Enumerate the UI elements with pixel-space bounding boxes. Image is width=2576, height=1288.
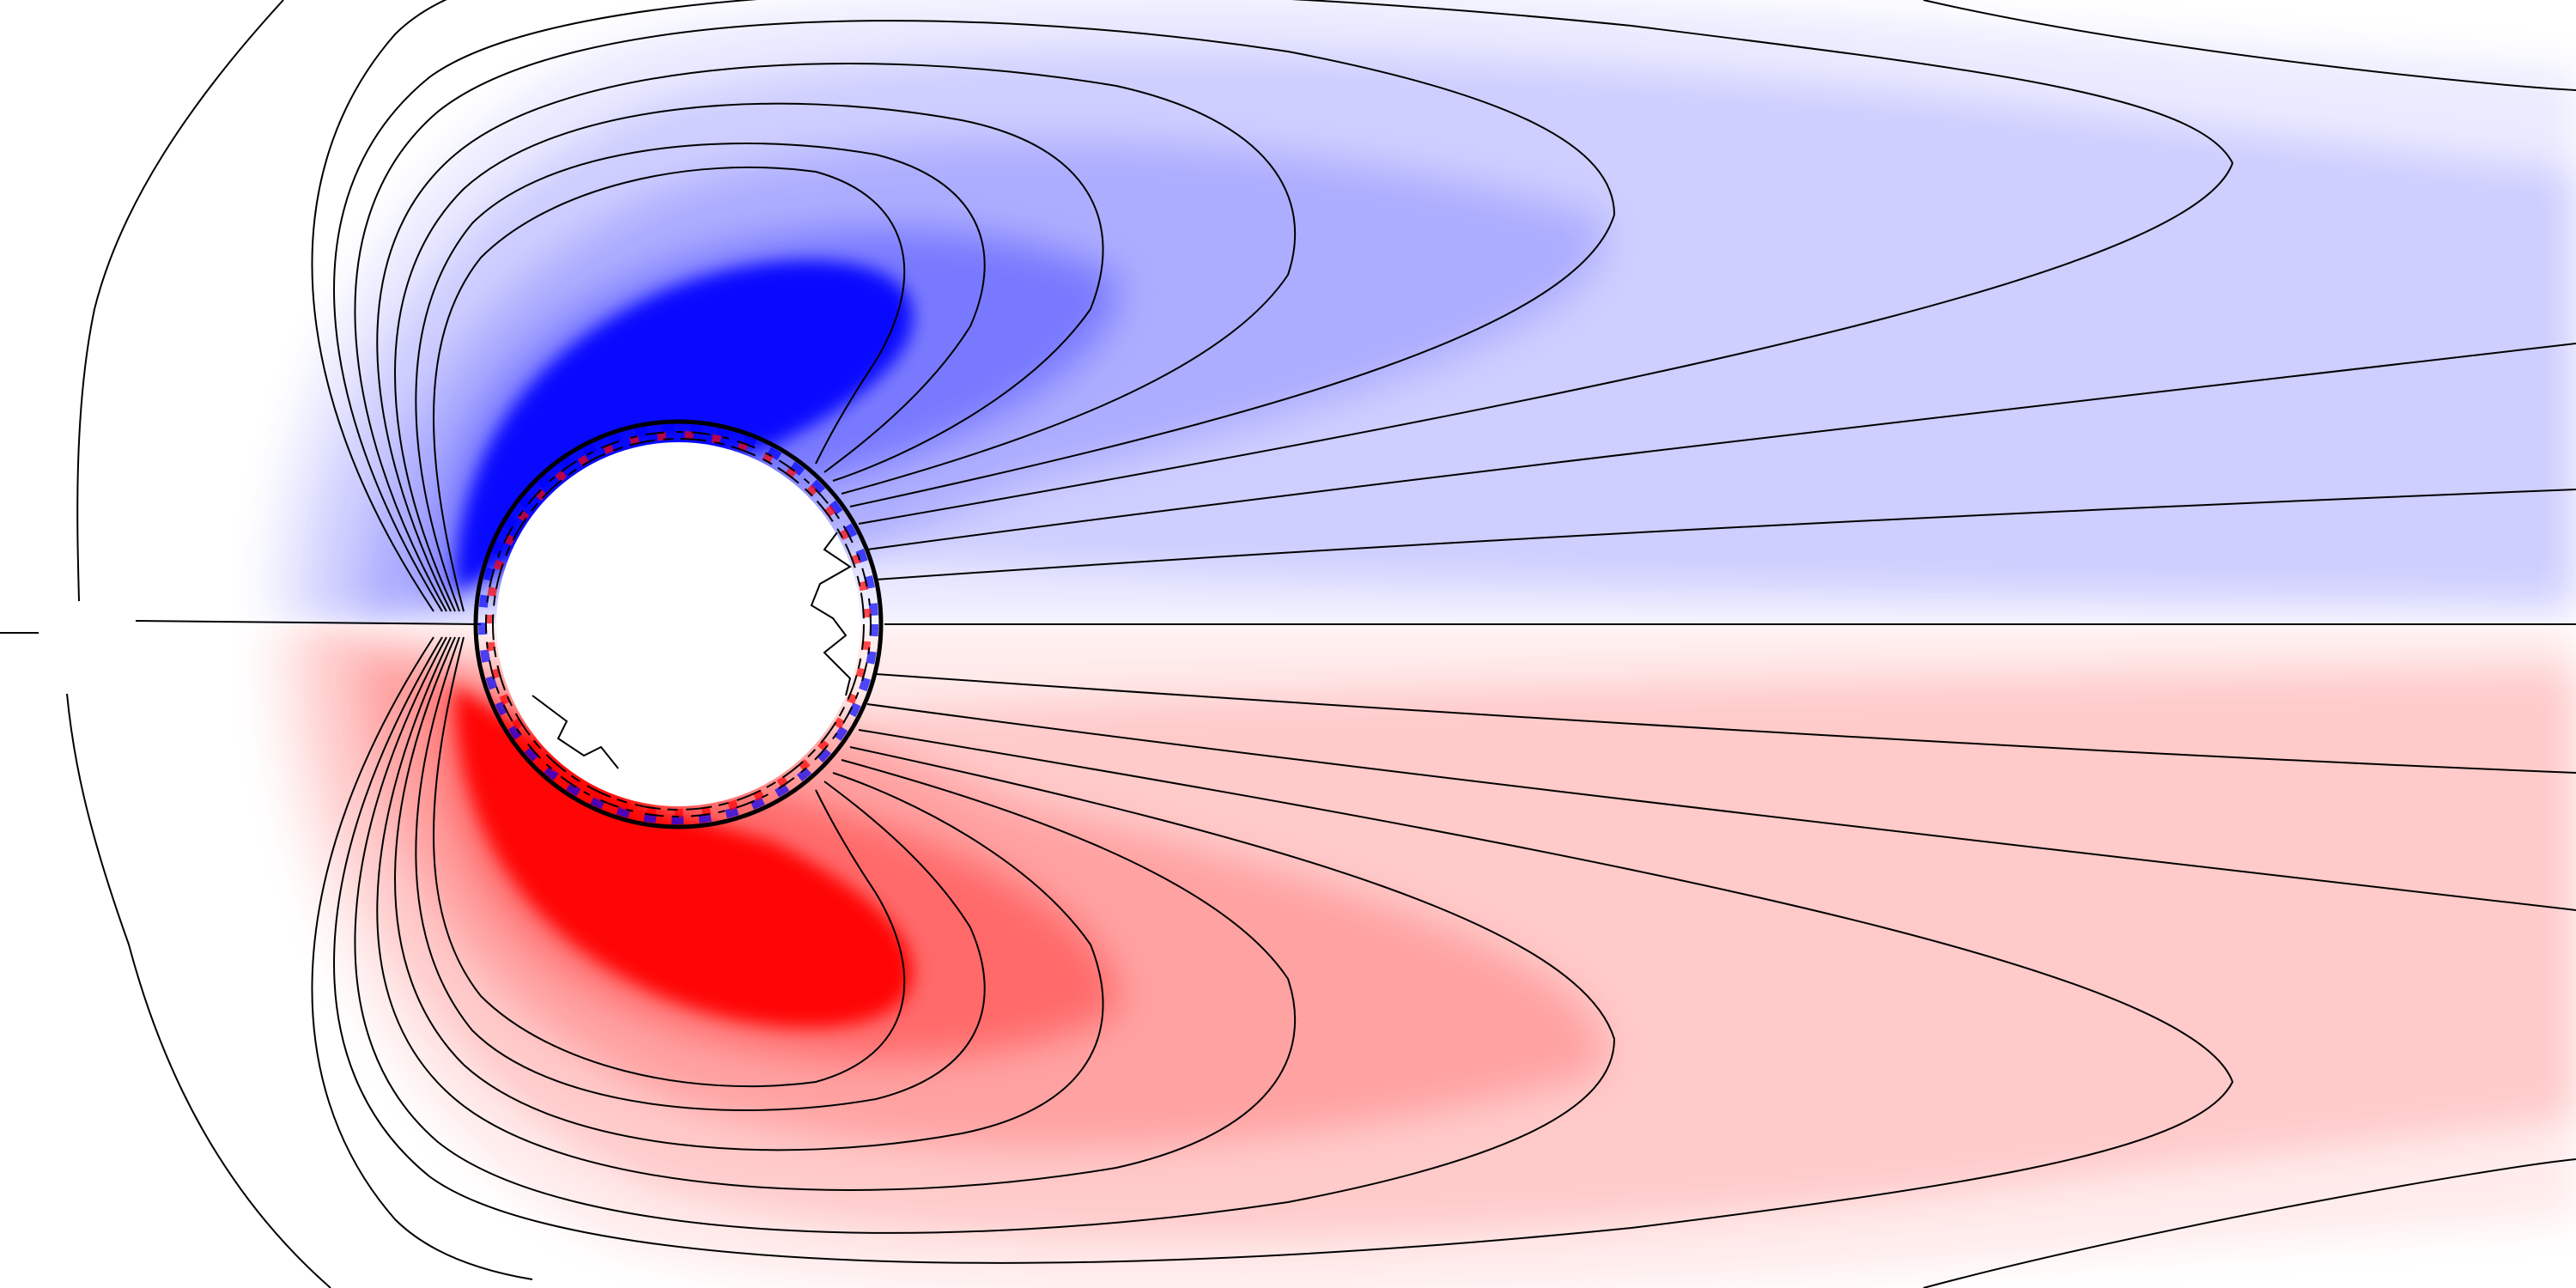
cylinder-inner-contour <box>492 438 865 811</box>
contour-lower-2 <box>415 636 986 1111</box>
cylinder-interior-contour-right <box>810 532 852 696</box>
contour-lower-4 <box>376 636 1296 1191</box>
cylinder-interior <box>496 442 860 806</box>
contour-lower-6 <box>333 636 2234 1264</box>
contour-upper-2 <box>415 143 986 612</box>
contour-upper-1 <box>433 166 906 612</box>
contour-lines-upper <box>76 0 2576 612</box>
contour-upper-outer <box>76 0 284 602</box>
cylinder-interior-contour-left <box>532 695 619 769</box>
negative-vorticity-region <box>265 0 2576 624</box>
cylinder-inner-contour-2 <box>485 431 872 817</box>
contour-lines-lower <box>66 636 2576 1288</box>
contour-upper-3 <box>394 102 1104 612</box>
cylinder-boundary-red-ring <box>485 431 872 817</box>
contour-upper-5 <box>354 20 1616 612</box>
cylinder-boundary-blue-ring <box>478 424 878 824</box>
contour-upper-7 <box>311 0 2576 612</box>
contour-lower-1 <box>433 636 906 1088</box>
cylinder-outline <box>473 419 884 829</box>
contour-upper-4 <box>376 63 1296 612</box>
red-core <box>455 687 914 1028</box>
symmetry-line <box>0 620 2576 634</box>
contour-upper-8 <box>875 489 2576 580</box>
contour-lower-8 <box>875 673 2576 774</box>
cylinder <box>473 419 884 829</box>
contour-upper-6 <box>333 0 2234 612</box>
contour-lower-5 <box>354 636 1616 1234</box>
contour-lower-outer <box>66 693 331 1288</box>
symmetry-line-mid <box>135 620 482 625</box>
contour-lower-3 <box>394 636 1104 1151</box>
contour-lower-7 <box>311 636 2576 1288</box>
